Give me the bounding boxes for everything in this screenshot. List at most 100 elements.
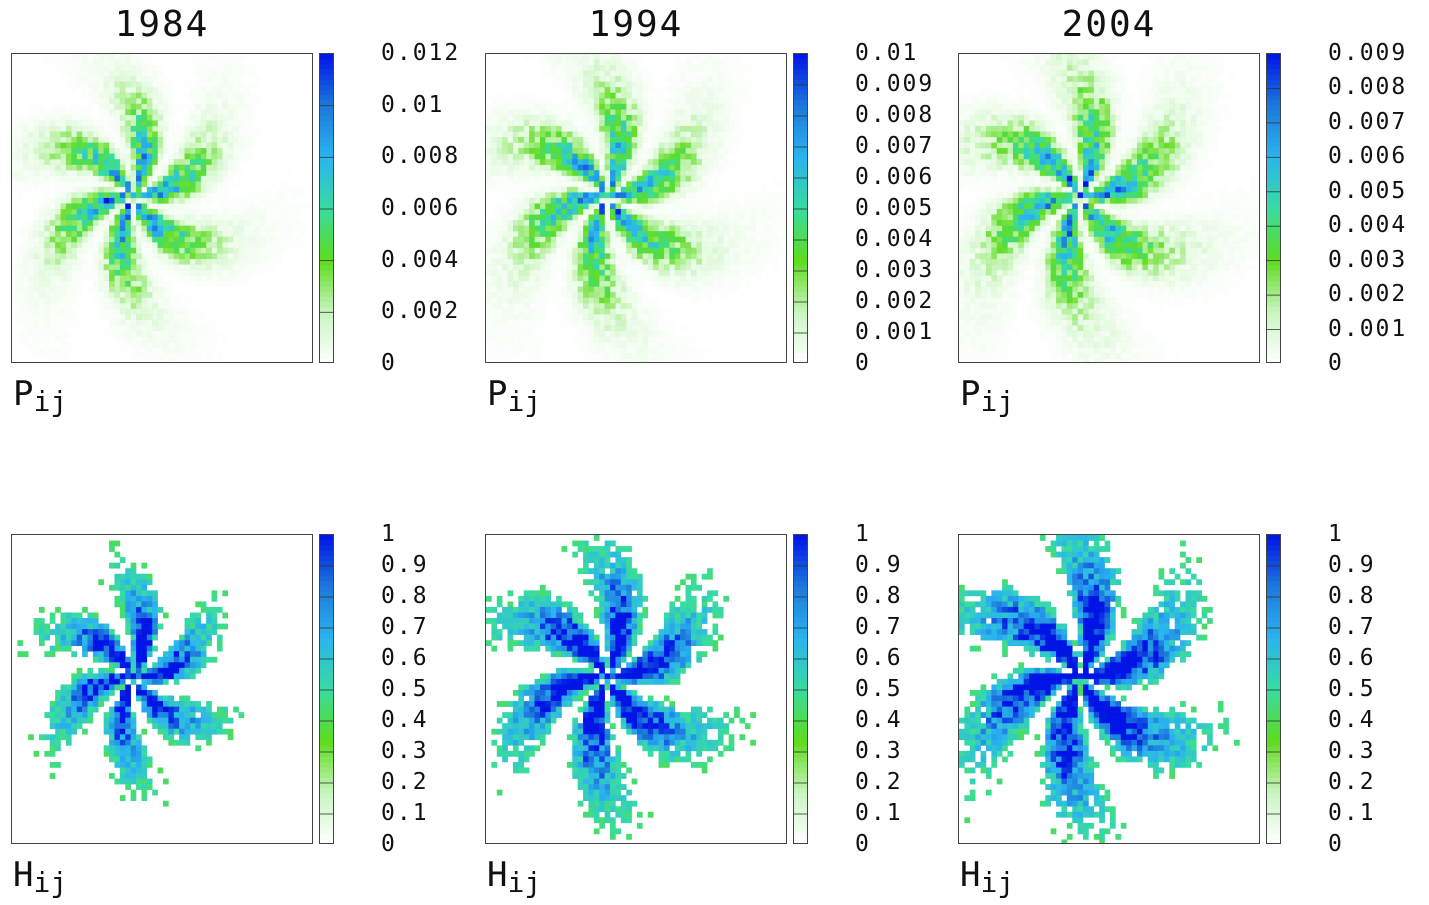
heatmap-cell xyxy=(701,70,708,77)
heatmap-cell xyxy=(87,59,94,66)
heatmap-cell xyxy=(276,253,282,260)
heatmap-cell xyxy=(744,258,751,265)
colorbar-step xyxy=(794,219,807,225)
heatmap-cell xyxy=(577,59,584,66)
heatmap-cell xyxy=(238,142,245,149)
heatmap-cell xyxy=(168,131,175,138)
heatmap-cell xyxy=(109,247,115,254)
heatmap-cell xyxy=(712,131,719,138)
heatmap-cell xyxy=(566,76,573,82)
heatmap-cell xyxy=(593,297,600,304)
heatmap-cell xyxy=(238,137,245,143)
heatmap-cell xyxy=(65,125,72,132)
heatmap-cell xyxy=(82,225,88,232)
heatmap-cell xyxy=(173,153,180,160)
heatmap-cell xyxy=(141,131,148,138)
heatmap-cell xyxy=(626,264,632,271)
heatmap-cell xyxy=(189,103,196,110)
heatmap-cell xyxy=(152,303,158,309)
heatmap-cell xyxy=(55,275,61,282)
heatmap-cell xyxy=(76,186,83,193)
heatmap-cell xyxy=(44,159,51,166)
heatmap-cell xyxy=(647,159,654,166)
heatmap-cell xyxy=(964,314,971,321)
heatmap-cell xyxy=(610,153,616,160)
heatmap-cell xyxy=(637,341,643,348)
heatmap-cell xyxy=(750,264,756,271)
heatmap-cell xyxy=(518,308,525,315)
heatmap-cell xyxy=(157,264,164,271)
heatmap-cell xyxy=(707,54,713,60)
heatmap-cell xyxy=(685,87,692,94)
heatmap-cell xyxy=(626,148,632,154)
heatmap-cell xyxy=(60,253,67,260)
heatmap-cell xyxy=(146,76,153,82)
heatmap-cell xyxy=(55,125,61,132)
heatmap-cell xyxy=(222,81,229,88)
heatmap-cell xyxy=(534,220,541,226)
heatmap-cell xyxy=(265,242,272,249)
heatmap-cell xyxy=(195,76,202,82)
heatmap-cell xyxy=(620,109,627,116)
heatmap-cell xyxy=(211,253,218,260)
heatmap-cell xyxy=(82,153,88,160)
heatmap-cell xyxy=(534,137,541,143)
heatmap-cell xyxy=(620,352,627,359)
heatmap-cell xyxy=(163,120,169,127)
heatmap-cell xyxy=(593,125,600,132)
heatmap-cell xyxy=(626,231,632,237)
heatmap-cell xyxy=(243,253,250,260)
heatmap-cell xyxy=(663,197,670,204)
heatmap-cell xyxy=(486,131,492,138)
heatmap-cell xyxy=(690,159,697,166)
heatmap-cell xyxy=(523,159,530,166)
heatmap-cell xyxy=(583,292,589,298)
heatmap-cell xyxy=(593,220,600,226)
heatmap-cell xyxy=(723,197,729,204)
heatmap-cell xyxy=(17,275,24,282)
heatmap-cell xyxy=(674,76,681,82)
heatmap-cell xyxy=(109,242,115,249)
heatmap-cell xyxy=(125,65,131,71)
heatmap-cell xyxy=(206,192,212,199)
heatmap-cell xyxy=(583,170,589,177)
heatmap-cell xyxy=(964,231,971,237)
heatmap-cell xyxy=(17,137,24,143)
heatmap-cell xyxy=(969,292,976,298)
heatmap-cell xyxy=(610,280,616,287)
heatmap-cell xyxy=(744,275,751,282)
heatmap-cell xyxy=(653,142,659,149)
heatmap-cell xyxy=(76,120,83,127)
heatmap-cell xyxy=(707,358,713,362)
heatmap-cell xyxy=(22,231,29,237)
heatmap-cell xyxy=(680,114,686,121)
heatmap-cell xyxy=(680,125,686,132)
heatmap-cell xyxy=(723,148,729,154)
heatmap-cell xyxy=(539,170,546,177)
heatmap-cell xyxy=(184,341,191,348)
heatmap-cell xyxy=(49,54,56,60)
heatmap-cell xyxy=(663,336,670,343)
heatmap-cell xyxy=(76,54,83,60)
colorbar-step xyxy=(794,302,807,308)
heatmap-cell xyxy=(28,148,34,154)
heatmap-cell xyxy=(663,203,670,210)
heatmap-cell xyxy=(28,186,34,193)
heatmap-cell xyxy=(65,164,72,171)
heatmap-cell xyxy=(119,292,126,298)
heatmap-cell xyxy=(669,87,676,94)
heatmap-cell xyxy=(626,258,632,265)
heatmap-cell xyxy=(550,164,557,171)
heatmap-cell xyxy=(631,269,638,276)
heatmap-cell xyxy=(486,303,492,309)
heatmap-cell xyxy=(755,181,762,188)
heatmap-cell xyxy=(233,120,239,127)
heatmap-cell xyxy=(189,352,196,359)
heatmap-cell xyxy=(588,336,595,343)
heatmap-cell xyxy=(620,76,627,82)
heatmap-cell xyxy=(55,286,61,293)
heatmap-cell xyxy=(566,225,573,232)
heatmap-cell xyxy=(561,275,568,282)
heatmap-cell xyxy=(103,264,110,271)
heatmap-cell xyxy=(179,325,185,332)
